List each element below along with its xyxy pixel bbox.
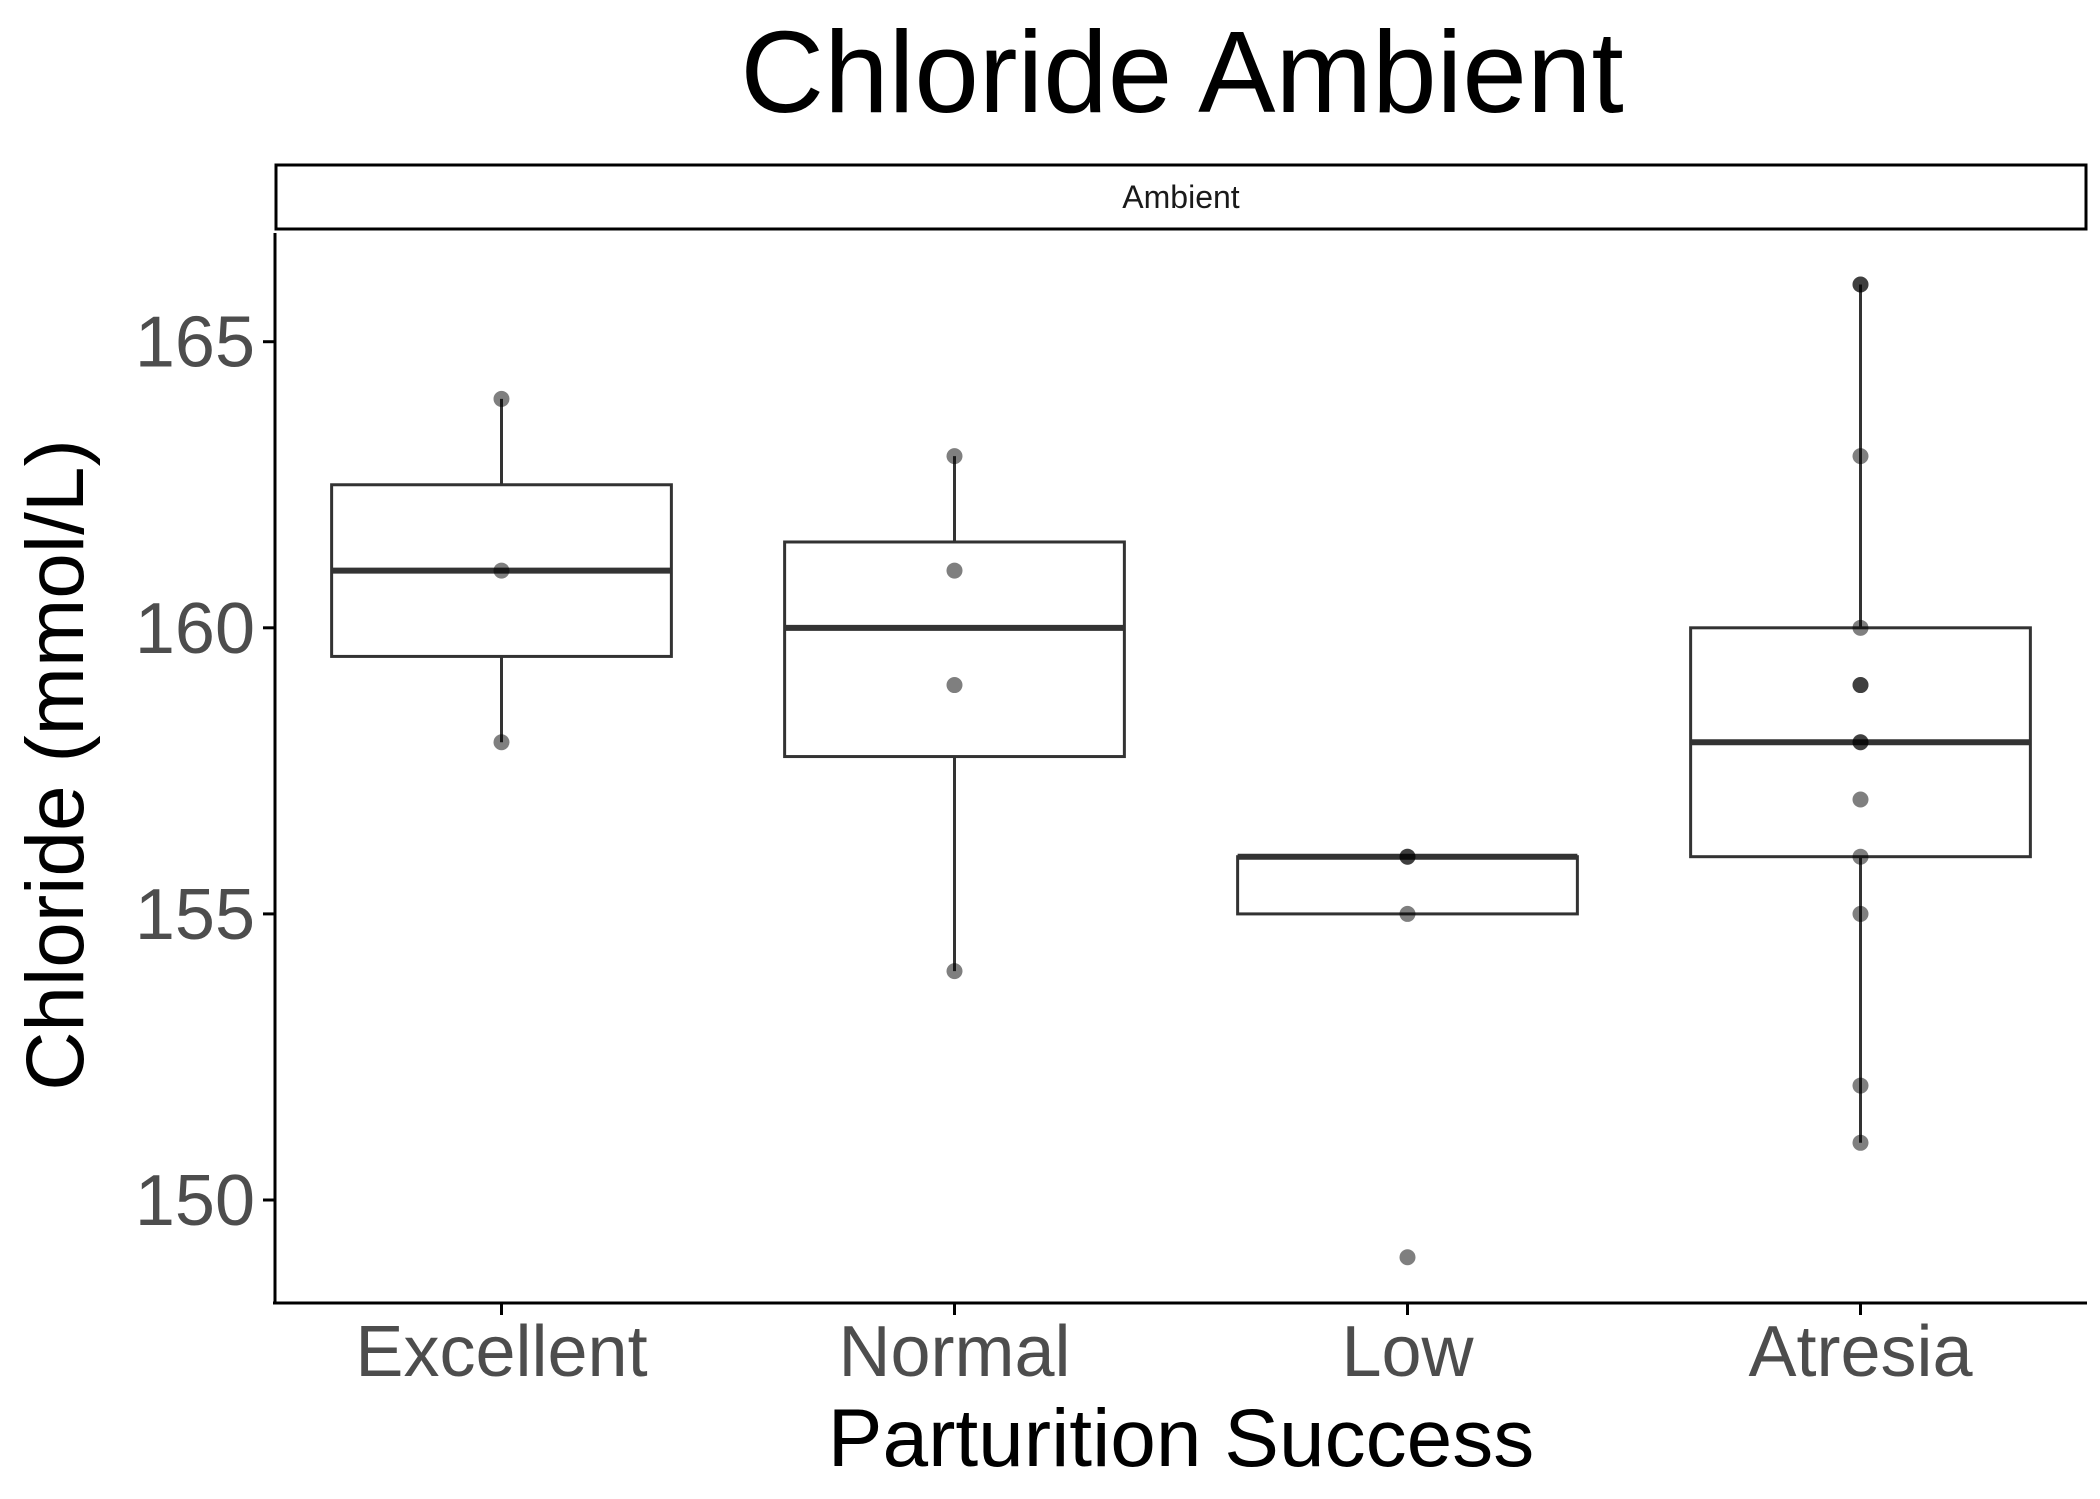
data-point	[1852, 619, 1869, 636]
data-point	[1852, 1077, 1869, 1094]
box-rect-low	[1236, 855, 1579, 916]
x-tick-label: Excellent	[355, 1312, 647, 1392]
data-point	[946, 448, 963, 465]
data-point	[1852, 276, 1869, 293]
facet-strip-box	[274, 163, 2088, 231]
x-ticks: Excellent Normal Low Atresia	[355, 1303, 1973, 1392]
x-axis: Excellent Normal Low Atresia	[273, 1301, 2087, 1392]
data-point	[493, 390, 510, 407]
x-axis-title: Parturition Success	[828, 1393, 1534, 1484]
data-point	[1852, 848, 1869, 865]
box-excellent	[330, 390, 673, 751]
y-tick-label: 155	[135, 875, 255, 955]
y-tick-label: 165	[135, 303, 255, 383]
y-axis: 150 155 160 165	[135, 233, 277, 1303]
data-point	[1852, 791, 1869, 808]
data-point	[1852, 677, 1869, 694]
box-normal	[783, 448, 1126, 980]
data-point	[1852, 905, 1869, 922]
data-point	[1852, 448, 1869, 465]
x-tick-label: Low	[1341, 1312, 1474, 1392]
data-point	[493, 734, 510, 751]
data-point	[946, 562, 963, 579]
x-tick-label: Normal	[838, 1312, 1070, 1392]
y-axis-title: Chloride (mmol/L)	[10, 439, 101, 1091]
x-tick-label: Atresia	[1748, 1312, 1973, 1392]
data-point	[1399, 905, 1416, 922]
data-point	[1399, 848, 1416, 865]
data-point	[1852, 734, 1869, 751]
data-point	[946, 963, 963, 980]
chart-title: Chloride Ambient	[740, 7, 1623, 137]
data-point	[493, 562, 510, 579]
facet-strip: Ambient	[274, 163, 2088, 231]
y-ticks: 150 155 160 165	[135, 303, 275, 1241]
data-point	[1852, 1134, 1869, 1151]
facet-strip-label: Ambient	[1122, 179, 1240, 215]
box-atresia	[1689, 276, 2032, 1151]
data-point	[1399, 1249, 1416, 1266]
y-tick-label: 150	[135, 1161, 255, 1241]
y-tick-label: 160	[135, 589, 255, 669]
box-low	[1236, 848, 1579, 1266]
plot-area	[330, 276, 2032, 1266]
data-point	[946, 677, 963, 694]
